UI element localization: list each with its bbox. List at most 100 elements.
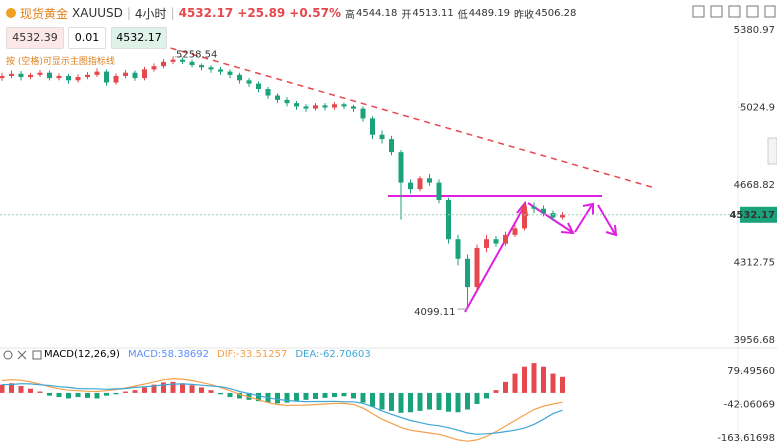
candle-body — [436, 182, 442, 201]
icon[interactable] — [3, 350, 13, 360]
macd-bar — [56, 392, 62, 398]
candle-body — [113, 75, 119, 83]
candle-body — [313, 105, 318, 109]
trough-label: 4099.11 — [414, 307, 455, 318]
candle-body — [56, 75, 62, 79]
hint: 按 (空格)可显示主图指标线 — [6, 57, 115, 67]
macd-bar — [28, 388, 33, 393]
candle-body — [512, 228, 518, 235]
macd-bar — [408, 392, 413, 413]
legend-entry: MACD:58.38692 — [127, 349, 210, 360]
candle-body — [446, 200, 451, 240]
header: 现货黄金 XAUUSD | 4小时 | 4532.17 +25.89 +0.57… — [0, 4, 580, 22]
side-toggle[interactable] — [767, 137, 777, 165]
candle-body — [75, 77, 81, 81]
y-tick-label: 4312.75 — [734, 258, 775, 269]
macd-bar — [218, 392, 223, 395]
legend-entry: DIF:-33.51257 — [217, 349, 288, 360]
macd-bar — [0, 384, 5, 393]
candle-body — [332, 104, 337, 108]
peak-label: 5258.54 — [176, 50, 217, 61]
candle-body — [294, 103, 299, 107]
candle-body — [322, 105, 328, 108]
candle-body — [389, 139, 394, 153]
lot-box[interactable]: 0.01 — [68, 27, 106, 49]
candle-body — [199, 65, 204, 68]
macd-bar — [370, 392, 375, 407]
buy-box[interactable]: 4532.17 — [111, 27, 167, 49]
candle-body — [560, 214, 565, 218]
low: 4489.19 — [468, 7, 511, 19]
icon[interactable] — [32, 350, 42, 360]
candle-body — [123, 72, 128, 76]
icon[interactable] — [17, 350, 27, 360]
macd-bar — [493, 390, 499, 393]
macd-bar — [398, 392, 404, 413]
candle-body — [151, 66, 157, 70]
arrow-head — [605, 224, 618, 237]
candle-body — [417, 178, 423, 190]
macd-bar — [474, 392, 480, 404]
trend-line — [159, 44, 656, 189]
y-tick-label: 5024.9 — [740, 103, 775, 114]
candle-body — [522, 206, 527, 229]
sell-box[interactable]: 4532.39 — [6, 27, 64, 49]
prev-close: 4506.28 — [535, 7, 577, 19]
macd-bar — [180, 383, 185, 393]
icon[interactable] — [764, 5, 776, 18]
macd-bar — [427, 392, 432, 410]
candle-body — [370, 118, 375, 135]
macd-bar — [541, 366, 546, 393]
macd-bar — [66, 392, 71, 399]
candle-body — [9, 73, 14, 76]
candle-body — [427, 178, 432, 183]
legend-entry: DEA:-62.70603 — [295, 349, 371, 360]
macd-bar — [123, 391, 128, 393]
y-tick-label: 4668.82 — [734, 180, 775, 191]
drawn-arrows — [464, 200, 618, 313]
macd-bar — [75, 392, 81, 398]
macd-bar — [151, 384, 157, 393]
macd-bar — [351, 392, 356, 399]
high-label: 高 — [344, 9, 355, 21]
macd-bar — [341, 392, 347, 397]
arrow — [597, 204, 616, 235]
macd-bar — [47, 392, 52, 396]
candle-body — [484, 239, 489, 248]
candle-body — [455, 239, 461, 259]
candle-body — [541, 208, 546, 214]
price: 4532.17 — [178, 6, 234, 20]
open: 4513.11 — [412, 7, 454, 19]
candle-body — [351, 106, 356, 109]
icon[interactable] — [746, 5, 759, 18]
macd-bar — [9, 383, 14, 393]
macd-bar — [113, 392, 119, 395]
candle-body — [66, 75, 71, 81]
macd-bar — [37, 391, 43, 393]
gold-icon — [6, 8, 16, 18]
separator: | — [126, 6, 131, 20]
macd-line — [1, 377, 563, 442]
macd-bar — [94, 392, 100, 399]
icon[interactable] — [728, 5, 741, 18]
y-tick-label: 3956.68 — [734, 335, 775, 346]
macd-bar — [142, 387, 147, 393]
arrow-head — [582, 202, 594, 215]
icon[interactable] — [710, 5, 723, 18]
macd-bar — [199, 387, 204, 393]
macd-bar — [322, 392, 328, 398]
arrow — [574, 204, 593, 233]
candle-body — [284, 99, 290, 104]
icon[interactable] — [692, 5, 705, 18]
candle-body — [28, 74, 33, 78]
last-price-tag — [740, 206, 777, 223]
open-label: 开 — [401, 9, 412, 21]
macd-bar — [208, 390, 214, 393]
candle-body — [275, 95, 280, 100]
candle-body — [47, 72, 52, 79]
macd-bar — [284, 392, 290, 403]
macd-bar — [465, 392, 470, 410]
macd-legend: MACD(12,26,9) MACD:58.38692 DIF:-33.51257… — [44, 349, 371, 360]
